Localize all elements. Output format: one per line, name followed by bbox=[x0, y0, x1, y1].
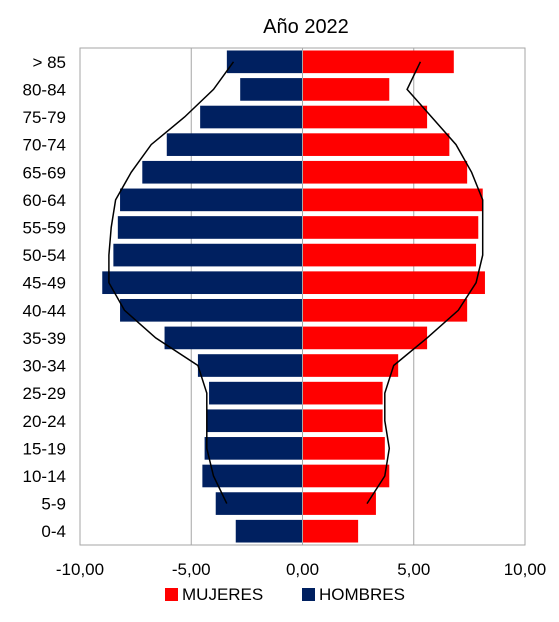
x-tick-label-1: -5,00 bbox=[172, 560, 211, 579]
category-label-17: 0-4 bbox=[41, 522, 66, 541]
bar-hombres-12 bbox=[209, 381, 303, 405]
bar-mujeres-8 bbox=[302, 271, 485, 295]
category-label-15: 10-14 bbox=[23, 467, 66, 486]
category-label-11: 30-34 bbox=[23, 357, 66, 376]
category-label-12: 25-29 bbox=[23, 384, 66, 403]
bar-mujeres-10 bbox=[302, 326, 428, 350]
category-label-7: 50-54 bbox=[23, 246, 66, 265]
bar-hombres-2 bbox=[200, 105, 303, 129]
bar-mujeres-1 bbox=[302, 78, 390, 101]
overlay-line-mujeres bbox=[366, 61, 484, 505]
bar-mujeres-7 bbox=[302, 243, 477, 267]
bar-hombres-0 bbox=[226, 50, 303, 74]
bar-hombres-13 bbox=[206, 409, 303, 433]
bar-hombres-16 bbox=[215, 492, 303, 515]
category-label-13: 20-24 bbox=[23, 412, 66, 431]
legend-swatch-mujeres bbox=[165, 588, 178, 601]
legend-label-hombres: HOMBRES bbox=[319, 585, 405, 604]
bar-mujeres-4 bbox=[302, 160, 468, 184]
category-label-2: 75-79 bbox=[23, 108, 66, 127]
bar-hombres-3 bbox=[166, 133, 303, 156]
bar-mujeres-9 bbox=[302, 298, 468, 322]
bar-hombres-6 bbox=[117, 216, 303, 239]
bar-hombres-8 bbox=[102, 271, 303, 295]
category-label-14: 15-19 bbox=[23, 439, 66, 458]
bar-mujeres-5 bbox=[302, 188, 483, 212]
x-tick-label-2: 0,00 bbox=[286, 560, 319, 579]
legend-swatch-hombres bbox=[302, 588, 315, 601]
category-label-10: 35-39 bbox=[23, 329, 66, 348]
bar-mujeres-17 bbox=[302, 519, 359, 543]
legend-label-mujeres: MUJERES bbox=[182, 585, 263, 604]
x-tick-label-3: 5,00 bbox=[397, 560, 430, 579]
category-label-3: 70-74 bbox=[23, 136, 66, 155]
bar-mujeres-12 bbox=[302, 381, 383, 405]
bar-mujeres-13 bbox=[302, 409, 383, 433]
overlay-lines-group bbox=[108, 61, 484, 505]
bars-group bbox=[102, 48, 485, 545]
bar-hombres-5 bbox=[120, 188, 303, 212]
category-labels: > 85 80-84 75-79 70-74 65-69 60-64 55-59 50-54 4… bbox=[23, 53, 66, 541]
x-tick-label-0: -10,00 bbox=[56, 560, 104, 579]
bar-hombres-11 bbox=[197, 354, 303, 377]
bar-mujeres-0 bbox=[302, 50, 454, 74]
category-label-4: 65-69 bbox=[23, 163, 66, 182]
x-tick-label-4: 10,00 bbox=[504, 560, 547, 579]
category-label-5: 60-64 bbox=[23, 191, 66, 210]
bar-mujeres-14 bbox=[302, 437, 385, 460]
bar-hombres-14 bbox=[204, 437, 303, 460]
bar-mujeres-15 bbox=[302, 464, 390, 488]
category-label-8: 45-49 bbox=[23, 274, 66, 293]
x-tick-labels: -10,00 -5,00 0,00 5,00 10,00 bbox=[56, 560, 546, 579]
category-label-0: > 85 bbox=[32, 53, 66, 72]
bar-hombres-4 bbox=[142, 160, 303, 184]
bar-mujeres-16 bbox=[302, 492, 376, 515]
chart-title: Año 2022 bbox=[263, 16, 349, 38]
bar-hombres-15 bbox=[202, 464, 303, 488]
bar-hombres-17 bbox=[235, 519, 303, 543]
bar-mujeres-6 bbox=[302, 216, 479, 239]
bar-hombres-1 bbox=[240, 78, 303, 101]
bar-mujeres-11 bbox=[302, 354, 399, 377]
bar-hombres-9 bbox=[120, 298, 303, 322]
bar-mujeres-3 bbox=[302, 133, 450, 156]
legend: MUJERES HOMBRES bbox=[165, 585, 405, 604]
category-label-9: 40-44 bbox=[23, 301, 66, 320]
category-label-16: 5-9 bbox=[41, 495, 66, 514]
category-label-6: 55-59 bbox=[23, 218, 66, 237]
bar-hombres-7 bbox=[113, 243, 303, 267]
bar-mujeres-2 bbox=[302, 105, 428, 129]
category-label-1: 80-84 bbox=[23, 80, 66, 99]
overlay-line-hombres bbox=[108, 61, 235, 504]
bar-hombres-10 bbox=[164, 326, 303, 350]
